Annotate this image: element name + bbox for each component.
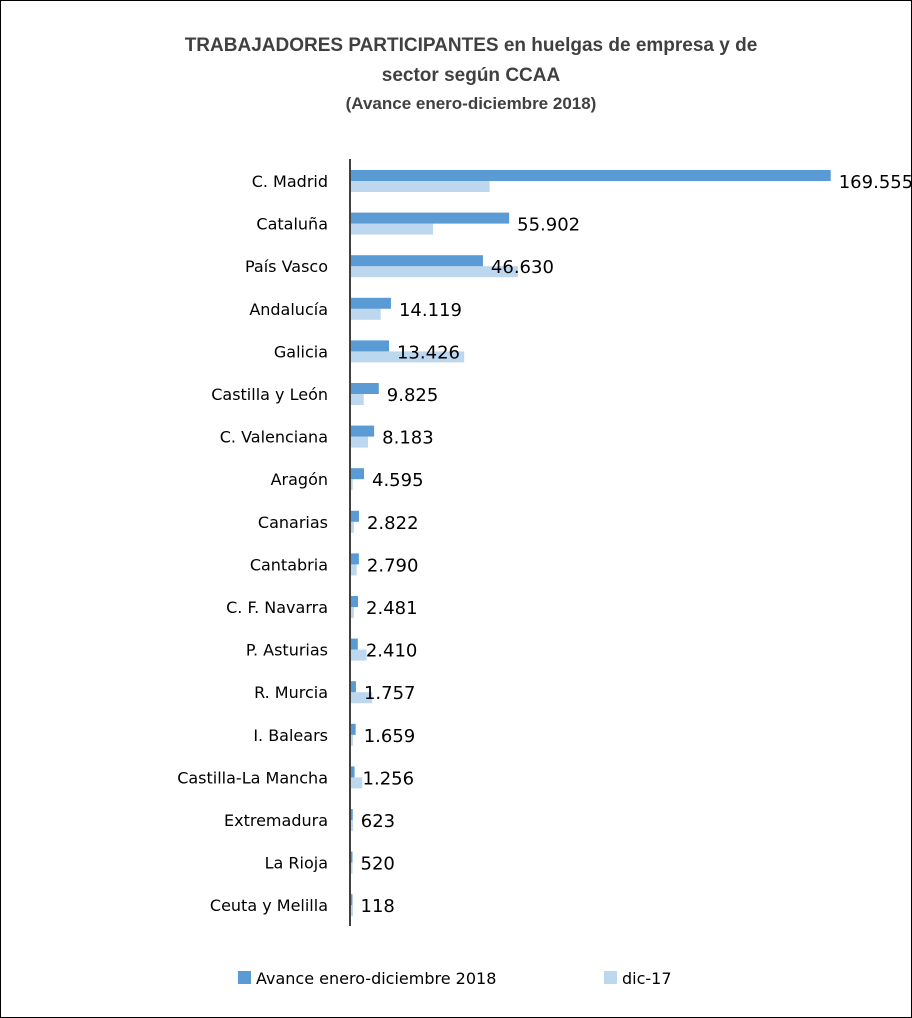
category-label: País Vasco	[245, 257, 328, 276]
category-label: Ceuta y Melilla	[210, 896, 328, 915]
bar-avance-2018	[351, 553, 359, 565]
bar-dic-17	[351, 607, 354, 618]
bar-dic-17	[351, 820, 353, 831]
data-label: 14.119	[399, 300, 462, 321]
data-label: 1.757	[364, 683, 416, 704]
bar-avance-2018	[351, 596, 359, 607]
category-label: C. Madrid	[252, 172, 328, 191]
category-label: Castilla-La Mancha	[177, 768, 328, 787]
bar-dic-17	[351, 521, 354, 533]
data-label: 1.659	[364, 726, 416, 747]
bar-avance-2018	[351, 340, 389, 352]
data-label: 520	[361, 854, 395, 875]
chart-title-line-2: sector según CCAA	[381, 65, 561, 86]
bar-dic-17	[351, 436, 368, 448]
category-label: Extremadura	[224, 811, 328, 830]
data-label: 1.256	[363, 768, 415, 789]
bar-dic-17	[351, 351, 465, 363]
bar-avance-2018	[351, 681, 356, 693]
bar-avance-2018	[351, 638, 358, 650]
data-label: 46.630	[491, 257, 554, 278]
data-label: 2.481	[366, 598, 418, 619]
data-label: 2.410	[366, 641, 418, 662]
legend-swatch-avance-2018	[238, 971, 251, 984]
bar-avance-2018	[351, 255, 483, 267]
data-label: 623	[361, 811, 395, 832]
chart-title-line-1: TRABAJADORES PARTICIPANTES en huelgas de…	[184, 35, 758, 56]
legend-swatch-dic-17	[604, 971, 617, 984]
bar-avance-2018	[351, 468, 365, 480]
category-label: C. F. Navarra	[226, 598, 328, 617]
category-label: Aragón	[271, 470, 328, 489]
bar-avance-2018	[351, 510, 359, 522]
category-label: C. Valenciana	[220, 428, 328, 447]
category-label: Cataluña	[256, 215, 328, 234]
legend: Avance enero-diciembre 2018 dic-17	[238, 969, 672, 988]
bar-dic-17	[351, 308, 381, 320]
bar-avance-2018	[351, 809, 353, 820]
data-label: 118	[361, 896, 395, 917]
bar-dic-17	[351, 649, 367, 661]
bar-dic-17	[351, 266, 518, 278]
category-label: R. Murcia	[254, 683, 328, 702]
category-label: P. Asturias	[246, 641, 328, 660]
bar-dic-17	[351, 905, 353, 917]
bar-avance-2018	[351, 425, 375, 437]
bar-dic-17	[351, 181, 490, 192]
chart-title-block: TRABAJADORES PARTICIPANTES en huelgas de…	[1, 31, 912, 117]
bar-dic-17	[351, 777, 363, 789]
data-label: 2.822	[367, 513, 419, 534]
bar-avance-2018	[351, 383, 379, 394]
category-label: Cantabria	[250, 555, 328, 574]
legend-label-dic-17: dic-17	[622, 969, 672, 988]
bar-dic-17	[351, 734, 353, 746]
bar-dic-17	[351, 223, 434, 235]
data-label: 9.825	[387, 385, 439, 406]
data-label: 169.555	[839, 172, 911, 193]
data-label: 8.183	[382, 428, 434, 449]
bar-avance-2018	[351, 212, 510, 224]
category-label: Canarias	[258, 513, 328, 532]
bar-dic-17	[351, 479, 353, 491]
bar-avance-2018	[351, 297, 391, 309]
bar-avance-2018	[351, 170, 831, 181]
data-label: 13.426	[397, 342, 460, 363]
category-label: Castilla y León	[211, 385, 328, 404]
bar-avance-2018	[351, 723, 356, 735]
plot-area: C. Madrid 169.555 Cataluña 55.902 País Vasco…	[177, 170, 911, 917]
category-label: Andalucía	[249, 300, 328, 319]
data-label: 4.595	[372, 470, 424, 491]
category-label: Galicia	[274, 342, 328, 361]
bar-avance-2018	[351, 894, 353, 906]
data-label: 55.902	[517, 215, 580, 236]
bar-avance-2018	[351, 851, 353, 863]
category-label: I. Balears	[253, 726, 328, 745]
bar-avance-2018	[351, 766, 355, 778]
chart-subtitle: (Avance enero-diciembre 2018)	[345, 94, 597, 113]
bar-dic-17	[351, 564, 357, 576]
bar-dic-17	[351, 394, 364, 405]
category-label: La Rioja	[265, 854, 328, 873]
data-label: 2.790	[367, 555, 419, 576]
bar-dic-17	[351, 862, 353, 874]
legend-label-avance-2018: Avance enero-diciembre 2018	[256, 969, 496, 988]
bar-dic-17	[351, 692, 373, 704]
